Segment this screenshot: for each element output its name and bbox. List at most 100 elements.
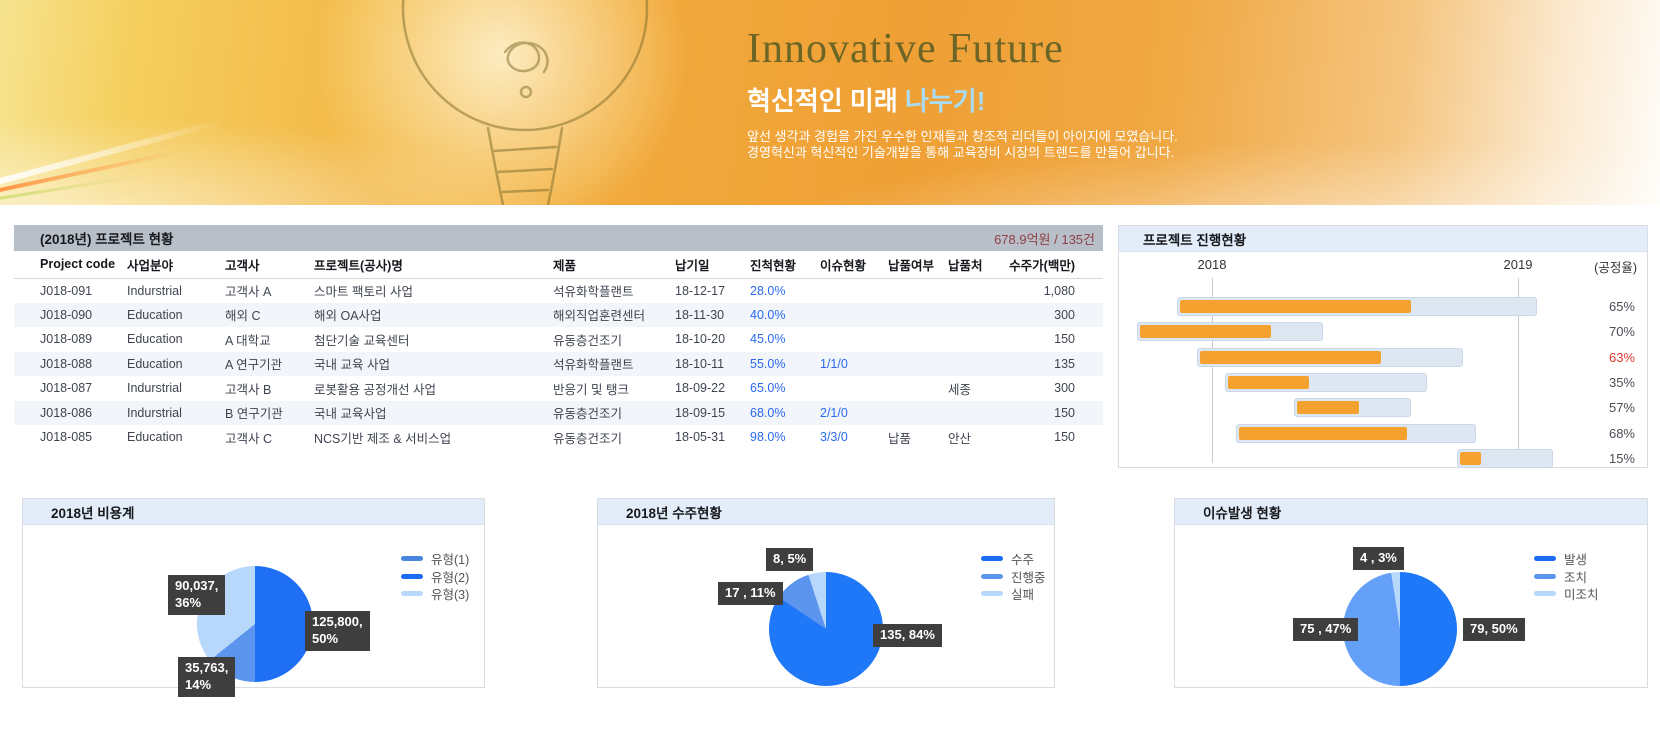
table-row: J018-090 Education 해외 C 해외 OA사업 해외직업훈련센터 18-1… [14,302,1103,328]
cell-product: 석유화학플랜트 [553,285,634,299]
banner-description: 앞선 생각과 경험을 가진 우수한 인재들과 창조적 리더들이 아이지에 모였습… [747,129,1178,162]
cell-field: Education [127,332,183,347]
cell-delivered [888,352,948,377]
project-status-panel-header: (2018년) 프로젝트 현황 678.9억원 / 135건 [14,225,1103,251]
banner-text-block: Innovative Future 혁신적인 미래 나누기! 앞선 생각과 경험… [747,26,1178,162]
column-header-10: 수주가(백만) [1008,251,1103,279]
column-header-3: 프로젝트(공사)명 [314,251,553,279]
column-header-1: 사업분야 [127,251,225,279]
gantt-progress-bar [1297,401,1359,414]
cell-progress: 98.0% [750,430,786,445]
cell-due: 18-09-15 [675,405,726,420]
cell-code: J018-086 [40,405,93,420]
legend-item: 수주 [981,550,1046,568]
cell-issue: 2/1/0 [820,405,848,420]
column-header-4: 제품 [553,251,675,279]
cell-due: 18-10-11 [675,356,725,371]
pie-legend: 발생 조치 미조치 [1534,550,1599,603]
gantt-track [1197,348,1463,367]
cell-code: J018-088 [40,356,93,371]
cell-progress: 40.0% [750,307,786,322]
legend-item: 유형(1) [401,550,469,568]
column-header-2: 고객사 [225,251,314,279]
cell-code: J018-087 [40,381,93,396]
legend-swatch-icon [981,573,1003,579]
gantt-progress-label: 63% [1608,350,1635,365]
legend-swatch-icon [981,556,1003,562]
cell-due: 18-12-17 [675,283,726,298]
cell-code: J018-091 [40,283,93,298]
legend-swatch-icon [1534,591,1556,597]
table-row: J018-085 Education 고객사 C NCS기반 제조 & 서비스업 유동층… [14,425,1103,450]
cell-field: Indurstrial [127,405,182,420]
legend-swatch-icon [1534,573,1556,579]
cell-delivered [888,278,948,303]
cell-project: NCS기반 제조 & 서비스업 [314,431,452,446]
cell-issue [820,278,888,303]
legend-swatch-icon [981,591,1003,597]
cell-due: 18-05-31 [675,430,726,445]
cell-product: 유동층건조기 [553,407,623,422]
project-table-summary: 678.9억원 / 135건 [994,231,1095,247]
gantt-track [1225,373,1427,392]
legend-label: 조치 [1564,570,1588,585]
orders-pie-title: 2018년 수주현황 [626,505,722,521]
gantt-progress-bar [1460,452,1481,465]
cell-product: 유동층건조기 [553,333,623,348]
cell-client: 고객사 A [225,285,272,299]
pie-data-label: 79, 50% [1463,618,1525,641]
cell-due: 18-10-20 [675,332,726,347]
cell-issue: 1/1/0 [820,356,848,371]
cell-delivered [888,376,948,401]
column-header-8: 납품여부 [888,251,948,279]
cell-client: 해외 C [225,309,261,324]
legend-label: 유형(1) [431,553,470,568]
project-table: Project code 사업분야 고객사 프로젝트(공사)명 제품 납기일 진척현황 이슈현… [14,251,1103,450]
cell-field: Education [127,430,183,445]
column-header-9: 납품처 [948,251,1008,279]
gantt-progress-bar [1228,376,1309,389]
cell-product: 해외직업훈련센터 [553,309,646,324]
cell-project: 로봇활용 공정개선 사업 [314,382,436,397]
pie-data-label: 35,763, 14% [178,657,236,697]
legend-swatch-icon [401,573,423,579]
cell-field: Education [127,307,183,322]
legend-item: 실패 [981,585,1046,603]
gantt-year-gridline [1518,278,1519,463]
cost-pie-panel: 2018년 비용계 90,037, 36% 125,800, 50% 35,763,… [22,498,485,697]
cell-delivered [888,303,948,328]
gantt-progress-bar [1140,325,1271,338]
project-progress-panel: 프로젝트 진행현황 2018 2019 (공정율) 65% 70% 63% 35% 57… [1118,225,1648,468]
legend-label: 진행중 [1011,570,1046,585]
project-table-title: (2018년) 프로젝트 현황 [40,232,174,247]
cell-site [948,352,1008,377]
pie-data-label: 17 , 11% [718,582,783,605]
orders-pie-panel-header: 2018년 수주현황 [598,499,1054,525]
issues-pie-panel-header: 이슈발생 현황 [1175,499,1647,525]
cell-product: 석유화학플랜트 [553,358,634,373]
legend-swatch-icon [1534,556,1556,562]
cell-progress: 28.0% [750,283,786,298]
cell-project: 국내 교육 사업 [314,358,390,373]
cell-product: 유동층건조기 [553,431,623,446]
cell-due: 18-11-30 [675,307,725,322]
cell-progress: 68.0% [750,405,786,420]
issues-pie-title: 이슈발생 현황 [1203,505,1282,521]
cell-field: Indurstrial [127,283,182,298]
cell-project: 스마트 팩토리 사업 [314,285,413,299]
lightbulb-sketch-icon [401,0,649,205]
cell-project: 국내 교육사업 [314,407,387,422]
pie-legend: 유형(1) 유형(2) 유형(3) [401,550,469,603]
legend-label: 발생 [1564,553,1588,568]
legend-item: 진행중 [981,568,1046,586]
legend-item: 유형(3) [401,585,469,603]
cell-amount: 150 [1054,332,1075,347]
cell-site [948,327,1008,352]
banner-subtitle: 혁신적인 미래 나누기! [747,87,1178,116]
cell-field: Indurstrial [127,381,182,396]
gantt-progress-bar [1180,300,1411,313]
cell-client: 고객사 C [225,431,273,446]
cell-site: 세종 [948,382,972,397]
cell-code: J018-085 [40,430,93,445]
